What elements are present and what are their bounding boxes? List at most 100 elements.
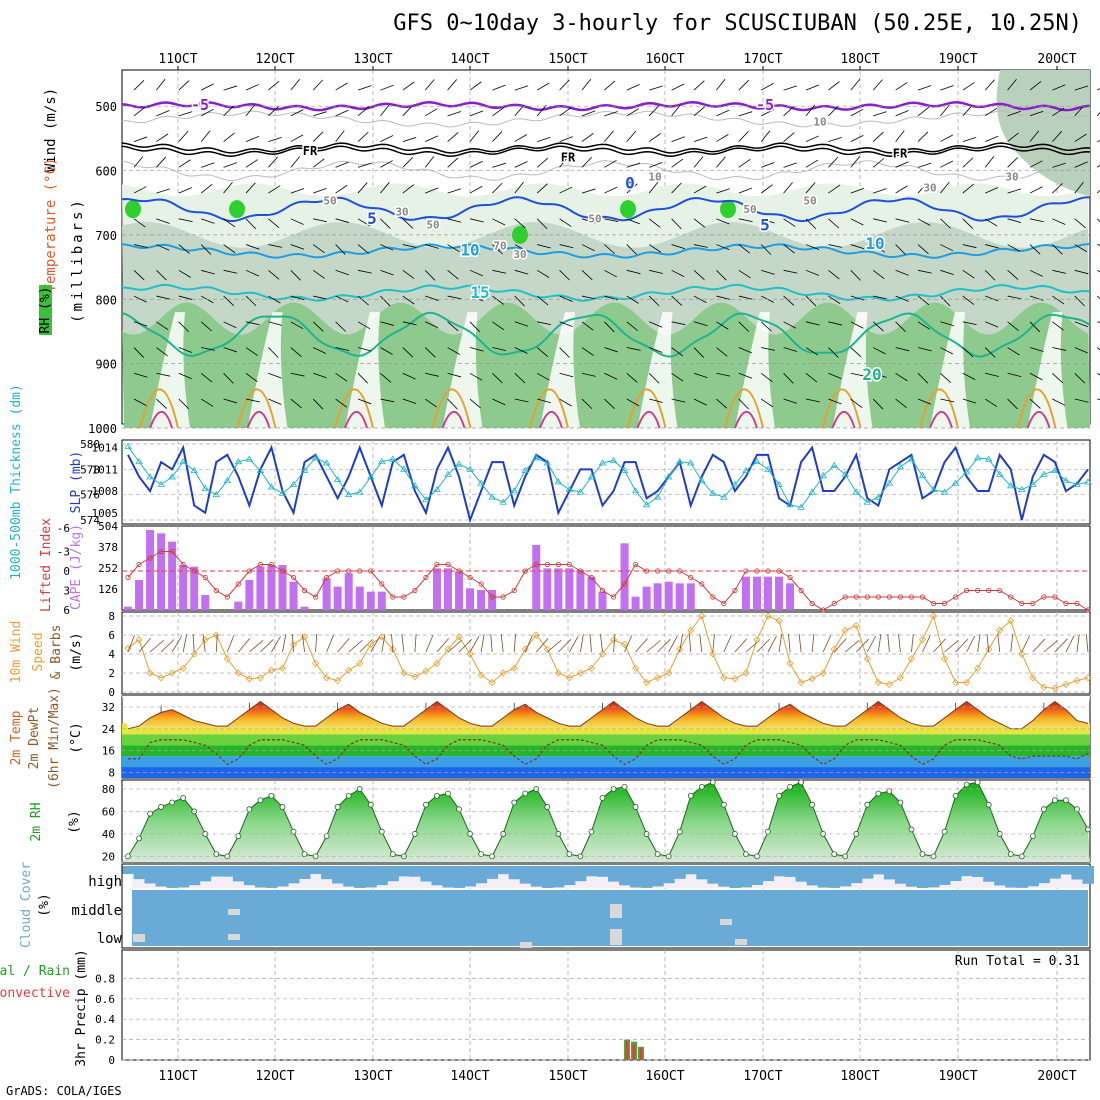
temp-color-band <box>122 756 1090 768</box>
wind-barb <box>760 184 773 194</box>
lifted-index-marker <box>335 568 341 574</box>
thickness-marker <box>1051 466 1059 473</box>
lifted-index-marker <box>952 594 959 600</box>
precip-total-rain-label: Total / Rain <box>0 964 70 979</box>
wind-barb <box>536 104 547 117</box>
wind-barb <box>716 156 726 168</box>
wind-barb <box>133 80 145 91</box>
rh2m-axis-label: 2m RH <box>29 802 44 841</box>
wind-barb <box>984 347 996 358</box>
thickness-marker <box>996 470 1004 477</box>
cloud-frame <box>121 863 1091 949</box>
thickness-marker <box>477 479 485 486</box>
wind-barb <box>895 269 909 276</box>
cloud-high-bar <box>321 866 333 880</box>
wind-barb <box>202 634 206 653</box>
wind-barb <box>133 321 148 327</box>
wind-barb <box>335 218 350 223</box>
wind-barb <box>917 244 929 255</box>
wind-barb <box>716 134 729 142</box>
contour-label: 30 <box>1005 171 1018 184</box>
rh-marker <box>632 804 639 810</box>
cloud-high-bar <box>453 866 466 888</box>
cape-tick: 126 <box>98 583 118 596</box>
wind-barb <box>200 183 213 194</box>
rh-marker <box>378 828 385 835</box>
cape-bar <box>488 590 497 610</box>
cape-bar <box>741 576 750 610</box>
thickness-marker <box>940 488 949 495</box>
wind-barb <box>783 244 795 254</box>
wind-barb <box>537 321 551 325</box>
wind-barb <box>290 295 305 301</box>
cloud-high-bar <box>310 866 322 875</box>
contour-label: 50 <box>743 203 756 216</box>
lifted-index-marker <box>324 574 330 581</box>
cape-bar <box>653 583 662 610</box>
wind-barb <box>469 372 483 381</box>
cloud-high-bar <box>762 866 774 882</box>
thickness-marker <box>411 482 419 489</box>
wind-barb <box>1096 295 1100 300</box>
wind-barb <box>425 295 439 301</box>
contour-label: 50 <box>426 218 439 231</box>
rh-marker <box>235 833 242 840</box>
thickness-marker <box>830 461 838 468</box>
cloud-high-bar <box>983 866 995 882</box>
wind-barb <box>962 372 976 380</box>
top-x-label: 16OCT <box>645 52 684 67</box>
cloud-high-bar <box>409 866 421 877</box>
wind-barb <box>828 372 842 379</box>
wind-speed-marker <box>433 659 441 668</box>
wind-barb <box>1032 638 1046 653</box>
rh-legend-swatch <box>39 285 52 335</box>
wind-barb <box>917 321 931 330</box>
wind-barb <box>604 398 615 409</box>
wind-barb <box>357 85 372 91</box>
wind-barb <box>1074 321 1089 328</box>
cape-bar <box>256 566 265 610</box>
wind-barb <box>425 244 439 249</box>
wind-barb <box>480 634 485 653</box>
wind-barb <box>1021 635 1030 653</box>
wind-barb <box>716 321 729 330</box>
wind-barb <box>604 80 616 91</box>
top-x-axis: 11OCT 12OCT 13OCT 14OCT 15OCT 16OCT 17OCT 18OCT… <box>158 52 1077 70</box>
wind-speed-marker <box>698 612 706 620</box>
wind-barb <box>955 638 969 653</box>
cloud-high-bar <box>850 866 863 884</box>
thickness-marker <box>124 442 132 449</box>
rh-panel: 80 60 40 20 <box>102 779 1091 863</box>
wind-barb <box>245 135 260 142</box>
cloud-high-bar <box>265 866 278 888</box>
wind-barb <box>447 295 462 300</box>
wind-barb <box>559 107 572 117</box>
cloud-high-bar <box>828 866 841 888</box>
cloud-gap <box>228 909 240 915</box>
cape-bar <box>642 586 651 610</box>
wind-speed-marker <box>885 680 893 688</box>
wind-barb <box>1074 181 1084 194</box>
dewpoint-line <box>128 739 1089 766</box>
cloud-high-bar <box>817 866 830 888</box>
wind-barb <box>828 244 843 248</box>
thickness-marker <box>433 485 441 492</box>
wind-barb <box>873 111 887 117</box>
contour-30 <box>246 410 271 429</box>
wind-barb <box>201 108 214 117</box>
cloud-high-bar <box>916 866 929 888</box>
wind-barb <box>313 218 327 223</box>
lifted-index-marker <box>489 594 495 600</box>
rh-marker <box>136 835 142 842</box>
wind-barb <box>671 321 686 326</box>
cloud-high-bar <box>1016 866 1028 888</box>
wind-tick: 4 <box>108 648 115 661</box>
wind-barb <box>872 269 885 280</box>
wind-speed-marker <box>312 659 320 668</box>
lifted-index-marker <box>610 594 617 600</box>
lifted-index-axis-label: Lifted Index <box>39 518 54 612</box>
cape-bar <box>455 571 464 610</box>
wind-barb <box>313 372 327 379</box>
wind-barb <box>559 347 570 358</box>
wind-barb <box>613 634 616 653</box>
